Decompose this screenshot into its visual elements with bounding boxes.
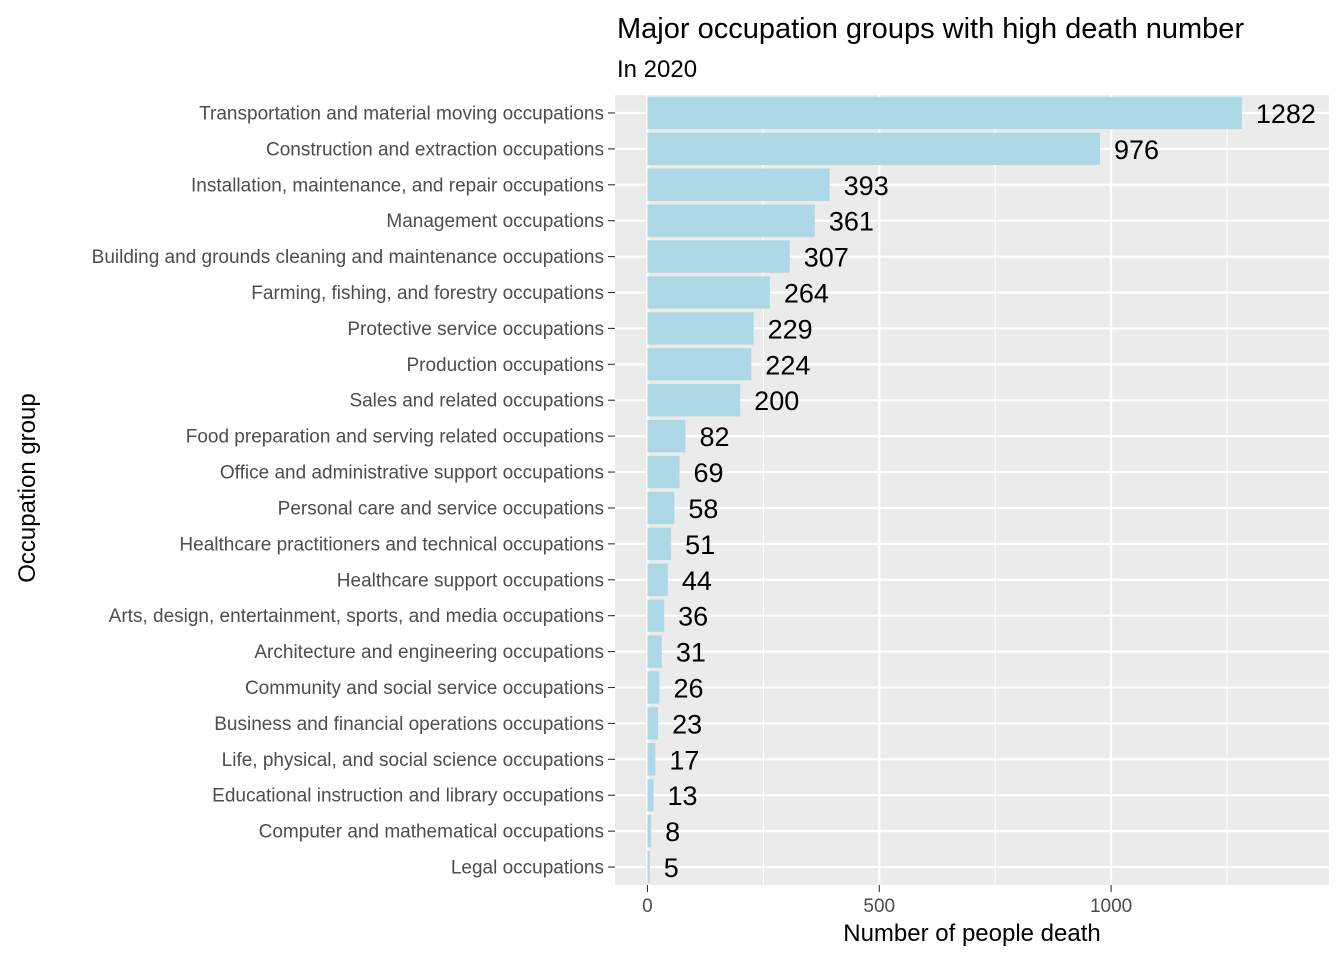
data-label: 229	[768, 314, 813, 344]
data-label: 58	[688, 494, 718, 524]
bar	[647, 563, 668, 596]
bar	[647, 527, 672, 561]
chart-title: Major occupation groups with high death …	[617, 13, 1244, 45]
y-tick-label: Sales and related occupations	[349, 391, 604, 412]
data-label: 51	[685, 530, 715, 560]
bar	[647, 850, 650, 884]
data-label: 26	[674, 674, 704, 704]
data-label: 44	[682, 566, 712, 596]
data-label: 393	[844, 171, 889, 201]
data-label: 224	[765, 350, 810, 380]
y-tick-label: Protective service occupations	[347, 319, 604, 340]
y-tick-label: Healthcare support occupations	[337, 570, 604, 591]
data-label: 5	[664, 853, 679, 883]
y-tick-label: Construction and extraction occupations	[266, 139, 604, 160]
bar	[647, 491, 675, 525]
y-tick-label: Transportation and material moving occup…	[199, 103, 604, 124]
bar	[647, 635, 662, 668]
data-label: 264	[784, 279, 829, 309]
y-tick-label: Arts, design, entertainment, sports, and…	[109, 606, 604, 627]
bar	[647, 312, 754, 345]
bar	[647, 132, 1100, 166]
chart-subtitle: In 2020	[617, 56, 697, 83]
data-label: 976	[1114, 135, 1159, 165]
x-tick-label: 500	[863, 896, 895, 917]
bar	[647, 204, 815, 237]
bars	[647, 96, 1242, 884]
bar	[647, 814, 652, 848]
y-tick-label: Building and grounds cleaning and mainte…	[92, 247, 604, 268]
x-tick-label: 1000	[1090, 896, 1132, 917]
y-tick-label: Community and social service occupations	[245, 678, 604, 699]
y-tick-label: Educational instruction and library occu…	[212, 786, 604, 807]
data-label: 82	[699, 422, 729, 452]
bar	[647, 276, 770, 309]
y-tick-label: Installation, maintenance, and repair oc…	[191, 175, 604, 196]
data-label: 17	[669, 745, 699, 775]
y-tick-label: Personal care and service occupations	[278, 498, 604, 519]
y-axis: Transportation and material moving occup…	[92, 103, 615, 879]
x-tick-label: 0	[642, 896, 653, 917]
y-axis-title: Occupation group	[14, 393, 41, 582]
y-tick-label: Legal occupations	[451, 858, 604, 879]
data-labels: 1282976393361307264229224200826958514436…	[664, 99, 1316, 883]
bar	[647, 743, 656, 776]
bar	[647, 455, 680, 489]
y-tick-label: Business and financial operations occupa…	[214, 714, 604, 735]
data-label: 36	[678, 602, 708, 632]
bar	[647, 671, 660, 704]
bar	[647, 707, 659, 740]
data-label: 361	[829, 207, 874, 237]
bar	[647, 779, 654, 812]
x-axis-title: Number of people death	[843, 920, 1101, 947]
bar	[647, 168, 830, 201]
bar	[647, 384, 741, 417]
y-tick-label: Architecture and engineering occupations	[254, 642, 604, 663]
y-tick-label: Food preparation and serving related occ…	[186, 427, 604, 448]
data-label: 307	[804, 243, 849, 273]
data-label: 1282	[1256, 99, 1316, 129]
data-label: 13	[667, 781, 697, 811]
y-tick-label: Farming, fishing, and forestry occupatio…	[251, 283, 604, 304]
y-tick-label: Computer and mathematical occupations	[259, 822, 604, 843]
bar	[647, 240, 790, 273]
y-tick-label: Healthcare practitioners and technical o…	[179, 534, 604, 555]
y-tick-label: Life, physical, and social science occup…	[222, 750, 604, 771]
data-label: 69	[693, 458, 723, 488]
x-axis: 0 500 1000	[642, 885, 1132, 917]
bar	[647, 599, 665, 632]
y-tick-label: Office and administrative support occupa…	[220, 463, 604, 484]
data-label: 8	[665, 817, 680, 847]
y-tick-label: Management occupations	[386, 211, 604, 232]
data-label: 23	[672, 709, 702, 739]
data-label: 31	[676, 638, 706, 668]
data-label: 200	[754, 386, 799, 416]
bar	[647, 419, 686, 453]
bar	[647, 96, 1242, 130]
y-tick-label: Production occupations	[406, 355, 604, 376]
bar	[647, 348, 752, 381]
